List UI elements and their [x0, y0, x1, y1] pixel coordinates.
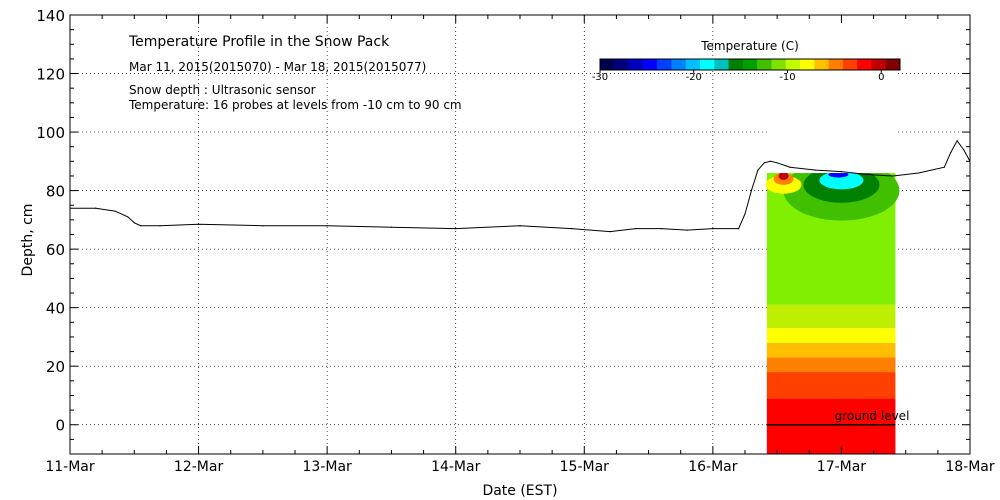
colorbar-tick-label: 0 [878, 72, 884, 83]
snow-depth-point [114, 210, 116, 212]
colorbar-segment [728, 59, 744, 70]
colorbar-segment [714, 59, 730, 70]
colorbar-segment [814, 59, 830, 70]
x-tick-label: 13-Mar [303, 459, 353, 475]
snow-depth-point [776, 162, 778, 164]
temperature-contour [778, 171, 789, 180]
chart-title: Temperature Profile in the Snow Pack [128, 34, 390, 50]
colorbar-segment [785, 59, 801, 70]
snow-depth-point [712, 228, 714, 230]
x-tick-label: 12-Mar [174, 459, 224, 475]
snow-depth-point [326, 225, 328, 227]
snow-depth-point [127, 216, 129, 218]
colorbar-tick-label: -10 [779, 72, 795, 83]
y-tick-label: 60 [46, 241, 65, 259]
note-temperature: Temperature: 16 probes at levels from -1… [128, 98, 462, 112]
snow-depth-point [962, 149, 965, 151]
colorbar-segment [885, 59, 901, 70]
snow-depth-point [763, 162, 765, 164]
temperature-band [766, 372, 896, 399]
colorbar-segment [628, 59, 644, 70]
snow-depth-point [840, 170, 843, 173]
snow-depth-point [956, 140, 958, 142]
colorbar-segment [657, 59, 672, 70]
x-tick-label: 16-Mar [688, 459, 738, 475]
temperature-band [766, 357, 896, 373]
y-tick-label: 120 [36, 66, 65, 84]
y-tick-label: 20 [46, 358, 65, 376]
temperature-band [766, 328, 896, 343]
chart-subtitle: Mar 11, 2015(2015070) - Mar 18, 2015(201… [129, 60, 426, 74]
x-tick-label: 15-Mar [560, 459, 610, 475]
snow-depth-point [737, 228, 740, 230]
profile-mask [766, 15, 896, 174]
colorbar-segment [800, 59, 815, 70]
colorbar-segment [600, 59, 615, 70]
colorbar-segment [614, 59, 630, 70]
snow-depth-point [757, 169, 759, 171]
snow-depth-point [750, 190, 753, 192]
colorbar-segment [771, 59, 787, 70]
x-tick-label: 18-Mar [945, 459, 995, 475]
snow-depth-point [686, 229, 688, 231]
y-tick-label: 40 [46, 300, 65, 318]
colorbar: -30 -20 -10 0 [592, 58, 901, 83]
y-tick-label: 0 [55, 417, 65, 435]
snow-depth-point [570, 228, 573, 230]
colorbar-frame [599, 58, 901, 71]
snow-depth-point [943, 166, 945, 168]
snow-depth-point [455, 228, 457, 230]
axes: 0 20 40 60 80 100 120 140 11-Mar 12-Mar 13-Mar 14-M… [36, 7, 995, 475]
snow-depth-point [262, 225, 264, 227]
colorbar-tick-label: -30 [592, 72, 608, 83]
colorbar-segment [828, 59, 844, 70]
snow-depth-point [770, 160, 772, 162]
snow-depth-point [635, 228, 637, 230]
temperature-band [766, 398, 896, 454]
snow-depth-point [519, 225, 521, 227]
colorbar-segment [685, 59, 701, 70]
colorbar-segment [757, 59, 772, 70]
colorbar-tick-label: -20 [686, 72, 702, 83]
y-tick-label: 80 [46, 183, 65, 201]
snow-depth-point [95, 207, 97, 209]
snow-depth-point [744, 213, 746, 215]
x-axis-label: Date (EST) [482, 483, 557, 499]
colorbar-segment [642, 59, 658, 70]
colorbar-segment [857, 59, 872, 70]
snow-depth-point [917, 172, 920, 174]
snow-depth-point [866, 173, 868, 176]
snow-depth-point [197, 223, 200, 225]
temperature-profile [765, 15, 900, 454]
y-tick-label: 100 [36, 124, 65, 142]
snow-depth-point [815, 169, 817, 171]
temperature-band [766, 304, 896, 329]
snow-depth-point [789, 166, 791, 168]
colorbar-segment [742, 59, 758, 70]
snow-depth-point [950, 151, 952, 154]
snow-depth-point [140, 225, 142, 227]
y-tick-label: 140 [36, 7, 65, 25]
colorbar-segment [842, 59, 858, 70]
ground-level-label: ground level [835, 409, 910, 423]
colorbar-segment [671, 59, 687, 70]
snow-depth-point [609, 230, 611, 233]
colorbar-title: Temperature (C) [700, 39, 799, 53]
colorbar-segment [871, 59, 887, 70]
snow-depth-point [133, 222, 135, 224]
series-lines [70, 139, 970, 233]
x-tick-label: 11-Mar [45, 459, 95, 475]
snow-depth-point [390, 226, 393, 228]
temperature-band [766, 342, 896, 358]
snow-depth-point [660, 228, 663, 230]
note-snow-depth: Snow depth : Ultrasonic sensor [129, 83, 316, 97]
x-tick-label: 14-Mar [431, 459, 481, 475]
y-axis-label: Depth, cm [20, 204, 36, 277]
snow-depth-point [892, 175, 894, 177]
colorbar-segment [700, 59, 715, 70]
x-tick-label: 17-Mar [817, 459, 867, 475]
snow-depth-point [159, 225, 161, 227]
